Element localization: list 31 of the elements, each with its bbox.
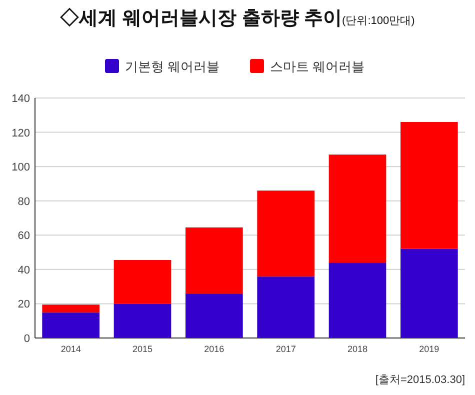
y-tick-label: 0 [24, 333, 30, 345]
bar [257, 276, 314, 338]
x-tick-label: 2014 [60, 344, 81, 354]
bar [400, 122, 458, 249]
y-tick-label: 100 [12, 162, 30, 174]
y-tick-label: 60 [18, 230, 30, 242]
y-tick-label: 40 [18, 264, 30, 276]
bar [114, 260, 172, 304]
bar [186, 293, 243, 338]
chart-subtitle: (단위:100만대) [342, 15, 415, 27]
bar [328, 262, 386, 338]
chart-title: ◇세계 웨어러블시장 출하량 추이 [60, 7, 342, 29]
legend-label: 기본형 웨어러블 [125, 59, 220, 74]
y-tick-label: 120 [12, 127, 30, 140]
x-tick-label: 2017 [276, 344, 296, 354]
y-tick-label: 140 [12, 93, 30, 105]
bar [328, 154, 386, 263]
y-tick-label: 80 [18, 196, 30, 208]
bar [114, 304, 172, 338]
x-tick-label: 2015 [132, 344, 153, 354]
bar [42, 304, 100, 312]
legend-label: 스마트 웨어러블 [270, 59, 365, 74]
y-tick-label: 20 [18, 298, 30, 311]
x-tick-label: 2018 [347, 344, 368, 354]
x-tick-label: 2019 [419, 344, 440, 354]
bar [186, 227, 243, 294]
text: [출처=2015.03.30] [375, 374, 465, 386]
x-tick-label: 2016 [204, 344, 224, 354]
bar [400, 248, 458, 338]
bar [42, 312, 100, 338]
bar [257, 190, 314, 276]
